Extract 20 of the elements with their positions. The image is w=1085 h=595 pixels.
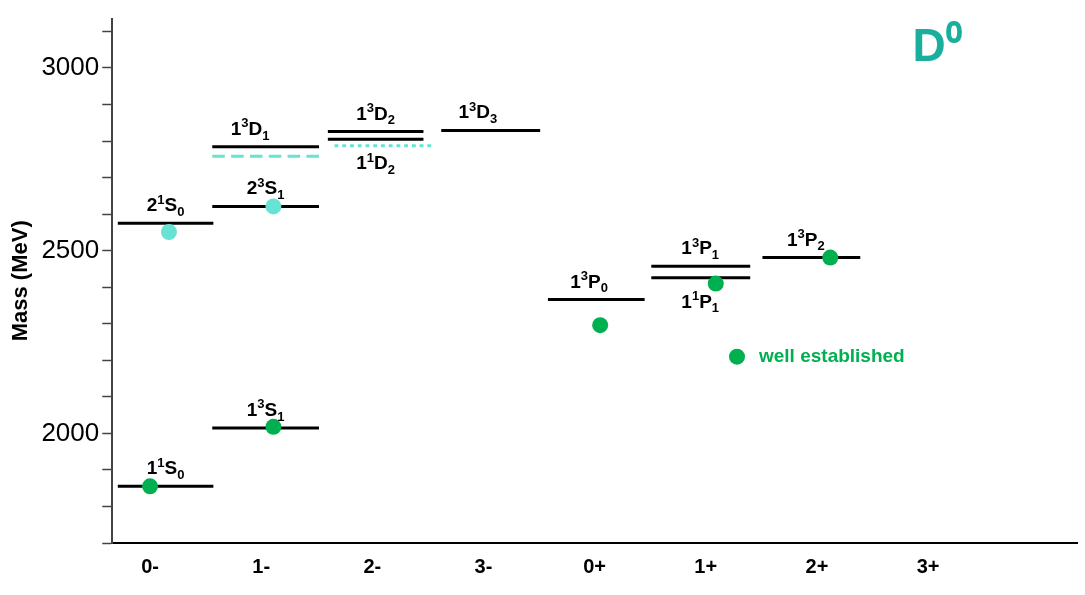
x-tick-label: 1- bbox=[252, 554, 271, 577]
point bbox=[265, 198, 282, 215]
y-tick-label: 2000 bbox=[41, 416, 100, 447]
y-axis-title: Mass (MeV) bbox=[7, 220, 33, 342]
point bbox=[822, 249, 839, 266]
legend-label: well established bbox=[758, 344, 905, 366]
x-tick-label: 2+ bbox=[805, 554, 829, 577]
x-tick-label: 0- bbox=[141, 554, 159, 577]
y-tick-label: 2500 bbox=[41, 233, 100, 264]
point bbox=[142, 478, 159, 495]
x-tick-label: 3- bbox=[474, 554, 493, 577]
y-tick-label: 3000 bbox=[41, 51, 100, 82]
point bbox=[160, 224, 177, 241]
point bbox=[707, 275, 724, 292]
x-tick-label: 3+ bbox=[916, 554, 940, 577]
point bbox=[592, 317, 609, 334]
x-tick-label: 2- bbox=[363, 554, 382, 577]
chart-title: D⁰ bbox=[912, 18, 962, 71]
x-tick-label: 0+ bbox=[583, 554, 607, 577]
x-tick-label: 1+ bbox=[694, 554, 718, 577]
